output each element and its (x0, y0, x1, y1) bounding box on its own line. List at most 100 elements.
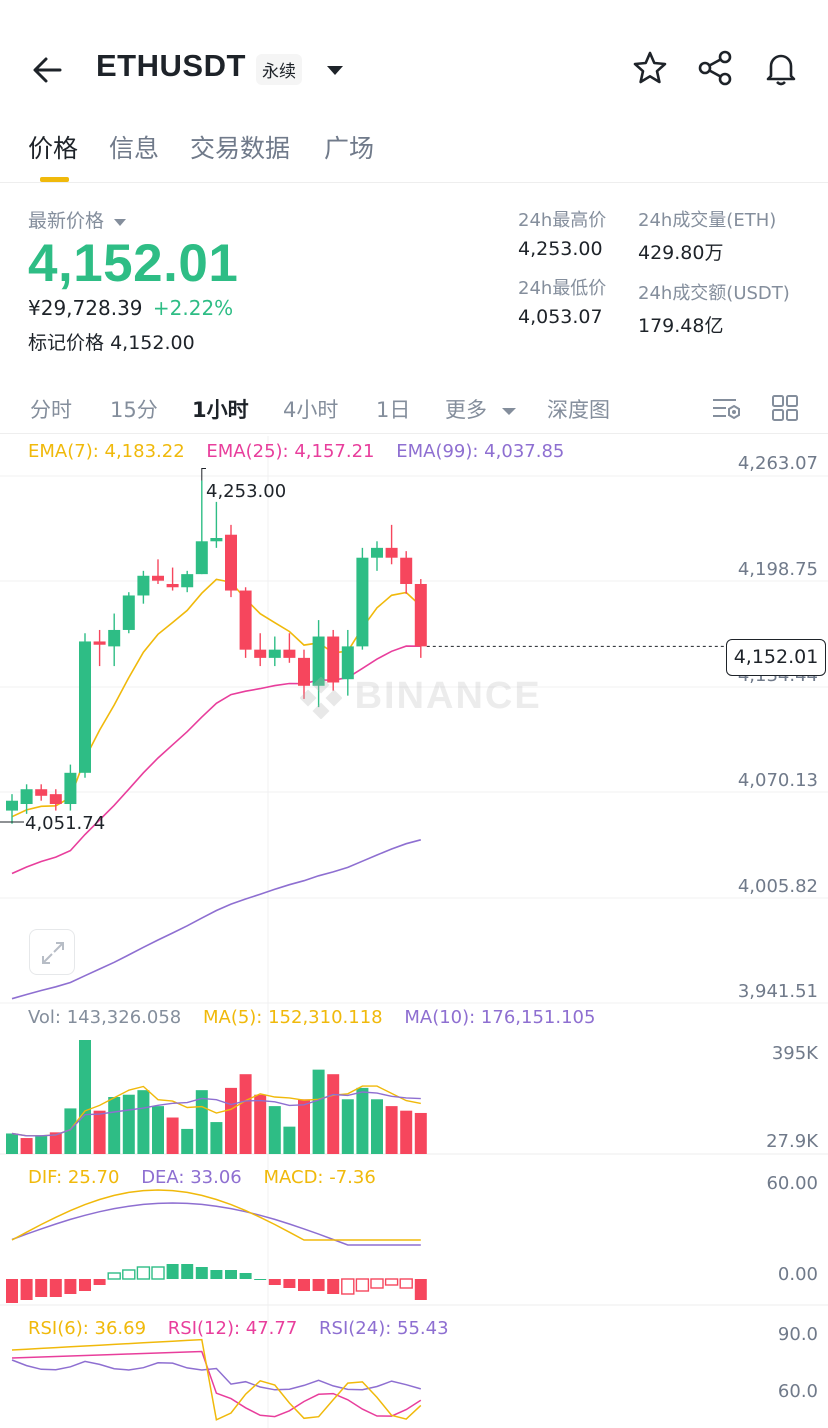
ema25-value: EMA(25): 4,157.21 (206, 441, 375, 462)
interval-more[interactable]: 更多 (445, 394, 518, 424)
symbol-title[interactable]: ETHUSDT (96, 48, 246, 83)
binance-logo-icon (299, 676, 343, 720)
ma5-value: MA(5): 152,310.118 (202, 1007, 383, 1028)
low-label: 24h最低价 (518, 278, 607, 299)
volume-bar (268, 1106, 281, 1154)
candle-body (93, 641, 106, 645)
candle-body (6, 800, 18, 811)
candle-body (35, 789, 48, 796)
price-tick-4: 4,070.13 (737, 770, 818, 791)
tab-info[interactable]: 信息 (109, 134, 160, 163)
expand-icon (42, 942, 64, 964)
macd-hist-bar (283, 1279, 296, 1288)
volume-bar (93, 1110, 106, 1154)
last-price: 4,152.01 (28, 234, 239, 293)
candle-body (341, 646, 354, 680)
interval-depth[interactable]: 深度图 (547, 398, 610, 422)
volume-bar (49, 1132, 62, 1154)
dif-value: DIF: 25.70 (28, 1167, 120, 1188)
latest-price-label: 最新价格 (28, 210, 105, 232)
macd-hist-bar (35, 1279, 48, 1297)
volume-bar (108, 1097, 121, 1154)
active-tab-indicator (40, 177, 69, 182)
volume-label: 24h成交量(ETH) (638, 210, 777, 231)
macd-hist-bar (298, 1279, 310, 1291)
macd-hist-bar (399, 1278, 413, 1289)
volume-bar (64, 1108, 77, 1154)
macd-hist-bar (384, 1278, 399, 1286)
volume-bar (371, 1099, 383, 1154)
price-change-line: ¥29,728.39 +2.22% (28, 296, 238, 320)
ema99-value: EMA(99): 4,037.85 (396, 441, 565, 462)
macd-hist-bar (341, 1278, 355, 1295)
candle-body (298, 657, 310, 686)
bell-icon[interactable] (761, 48, 801, 88)
candle-body (152, 575, 164, 581)
interval-timeline[interactable]: 分时 (30, 398, 72, 422)
macd-hist-bar (370, 1278, 384, 1289)
share-icon[interactable] (696, 48, 736, 88)
candle-body (371, 547, 383, 558)
rsi12-line (11, 1350, 422, 1418)
macd-hist-bar (20, 1279, 33, 1300)
ema7-value: EMA(7): 4,183.22 (28, 441, 185, 462)
interval-1d[interactable]: 1日 (376, 398, 411, 422)
turnover-label: 24h成交额(USDT) (638, 283, 790, 304)
candle-body (49, 794, 62, 805)
back-arrow-icon[interactable] (28, 50, 68, 90)
macd-hist-bar (64, 1279, 77, 1294)
interval-1h[interactable]: 1小时 (192, 398, 249, 422)
layout-grid-icon[interactable] (771, 394, 799, 422)
ema99-line (11, 839, 422, 1000)
volume-bar (327, 1074, 340, 1154)
interval-more-label: 更多 (445, 398, 487, 422)
volume-bar (312, 1069, 325, 1154)
price-tick-6: 3,941.51 (737, 981, 818, 1002)
candle-body (166, 583, 179, 588)
volume-bar (298, 1099, 310, 1154)
mark-price-value: 4,152.00 (110, 332, 195, 354)
high-value: 4,253.00 (518, 238, 603, 260)
watermark-text: BINANCE (354, 675, 542, 717)
vol-tick-bottom: 27.9K (766, 1131, 818, 1152)
price-tick-2: 4,198.75 (737, 559, 818, 580)
star-icon[interactable] (630, 48, 670, 88)
macd-hist-bar (181, 1264, 194, 1279)
candle-body (181, 574, 194, 588)
candle-body (312, 636, 325, 686)
candle-body (239, 590, 252, 650)
volume-bar (122, 1094, 135, 1154)
dea-value: DEA: 33.06 (141, 1167, 242, 1188)
macd-value: MACD: -7.36 (263, 1167, 376, 1188)
fullscreen-button[interactable] (29, 929, 75, 975)
tab-square[interactable]: 广场 (324, 134, 375, 163)
macd-hist-bar (136, 1266, 151, 1280)
latest-price-selector[interactable]: 最新价格 (28, 206, 238, 233)
current-price-tag[interactable]: 4,152.01 (726, 639, 826, 676)
turnover-value: 179.48亿 (638, 315, 724, 337)
interval-4h[interactable]: 4小时 (283, 398, 339, 422)
vol-tick-top: 395K (771, 1043, 818, 1064)
tab-price[interactable]: 价格 (28, 134, 79, 163)
caret-down-icon[interactable] (322, 60, 348, 80)
volume-bar (239, 1074, 252, 1154)
contract-badge: 永续 (256, 54, 302, 85)
macd-hist-bar (225, 1270, 237, 1279)
kline-chart[interactable] (0, 436, 828, 1428)
cny-price: ¥29,728.39 (28, 296, 143, 320)
macd-hist-bar (107, 1272, 121, 1280)
rsi-tick-top: 90.0 (777, 1324, 818, 1345)
interval-15m[interactable]: 15分 (110, 398, 158, 422)
macd-hist-bar (239, 1273, 252, 1279)
candle-body (385, 547, 398, 558)
vol-value: Vol: 143,326.058 (28, 1007, 182, 1028)
vol-ma5-line (11, 1085, 421, 1137)
tab-trading-data[interactable]: 交易数据 (190, 134, 291, 163)
price-tick-1: 4,263.07 (737, 453, 818, 474)
rsi6-line (11, 1338, 422, 1421)
candle-body (400, 557, 413, 584)
volume-bar (20, 1138, 33, 1154)
candle-body (254, 649, 267, 658)
volume-bar (35, 1135, 48, 1154)
indicator-settings-icon[interactable] (710, 394, 742, 422)
